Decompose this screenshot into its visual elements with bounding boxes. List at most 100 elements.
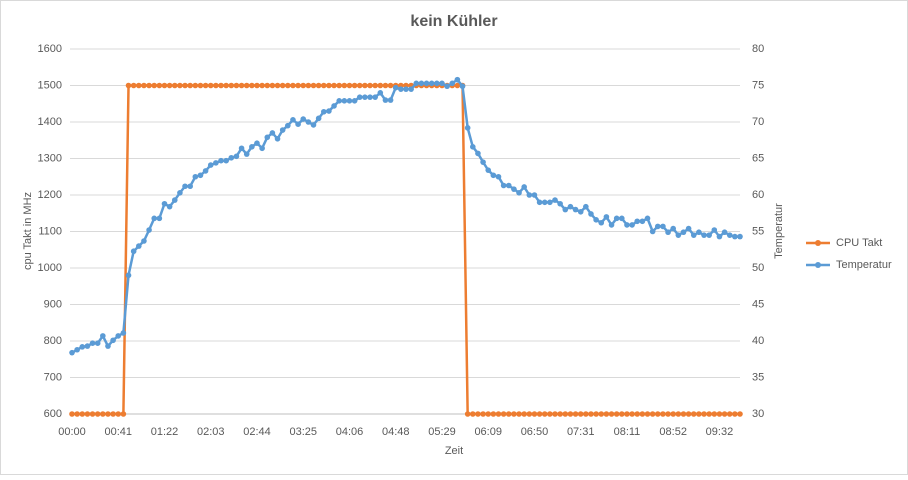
data-point [136,82,142,89]
chart-title: kein Kühler [410,13,497,30]
y-tick-label: 600 [44,408,62,420]
data-point [110,411,116,417]
legend-marker [815,262,821,268]
data-point [726,411,733,417]
data-point [320,82,327,89]
data-point [670,225,676,232]
data-point [105,343,111,349]
data-point [326,108,332,114]
data-point [721,411,728,417]
data-point [218,82,224,89]
data-point [79,344,86,350]
data-point [69,411,75,417]
data-point [670,411,676,417]
data-point [130,82,137,89]
data-point [598,219,605,226]
data-point [490,172,497,179]
data-point [629,411,635,417]
data-point [536,411,543,417]
data-point [161,82,168,89]
data-point [331,103,337,109]
data-point [346,82,353,89]
data-point [665,411,671,417]
data-point [588,211,594,217]
data-point [500,182,507,189]
data-point [413,80,420,87]
data-point [541,199,548,206]
data-point [675,232,682,238]
data-point [243,82,250,89]
data-point [583,411,589,417]
data-point [166,203,173,210]
data-point [84,343,91,349]
data-point [737,233,743,240]
x-tick-label: 02:44 [243,426,271,438]
data-point [315,82,322,89]
data-point [120,330,127,336]
data-point [274,135,281,142]
data-point [706,411,712,417]
data-point [680,411,687,417]
data-point [619,215,625,222]
data-point [79,411,86,417]
data-point [351,82,358,89]
data-point [613,215,620,222]
y-tick-label: 1100 [38,225,62,237]
data-point [110,337,116,344]
data-point [505,182,512,189]
y-tick-label: 1400 [38,116,62,128]
data-point [654,411,661,417]
data-point [233,82,240,89]
data-point [377,90,384,96]
data-point [685,225,692,232]
data-point [254,140,260,146]
data-point [593,411,599,417]
data-point [171,197,178,203]
data-point [326,82,332,89]
data-point [511,411,517,417]
data-point [141,238,147,244]
data-point [696,229,702,236]
data-point [285,82,291,89]
data-point [315,115,322,122]
data-point [387,82,394,89]
y-tick-label: 1600 [38,43,62,55]
data-point [639,411,646,417]
data-point [161,200,168,207]
x-tick-label: 00:00 [58,426,86,438]
data-point [249,144,255,150]
data-point [94,340,101,346]
y2-tick-label: 60 [752,189,764,201]
data-point [218,157,224,164]
y2-axis-label: Temperatur [773,203,785,259]
x-tick-label: 09:32 [706,426,734,438]
x-tick-label: 01:22 [151,426,179,438]
data-point [608,222,615,228]
data-point [197,82,204,89]
data-point [660,411,666,417]
x-tick-label: 04:48 [382,426,410,438]
data-point [259,82,265,89]
data-point [89,411,96,417]
data-point [279,127,286,133]
data-point [213,160,219,166]
data-point [737,411,743,417]
data-point [100,411,106,417]
data-point [264,82,271,89]
data-point [187,82,193,89]
x-tick-label: 05:29 [428,426,456,438]
data-point [290,82,296,89]
data-point [362,82,368,89]
data-point [243,151,250,157]
data-point [331,82,337,89]
legend-label: CPU Takt [836,237,882,249]
data-point [94,411,101,417]
data-point [521,411,527,417]
data-point [454,82,461,89]
data-point [372,82,378,89]
data-point [213,82,219,89]
data-point [470,411,476,417]
data-point [279,82,286,89]
data-point [238,145,245,152]
